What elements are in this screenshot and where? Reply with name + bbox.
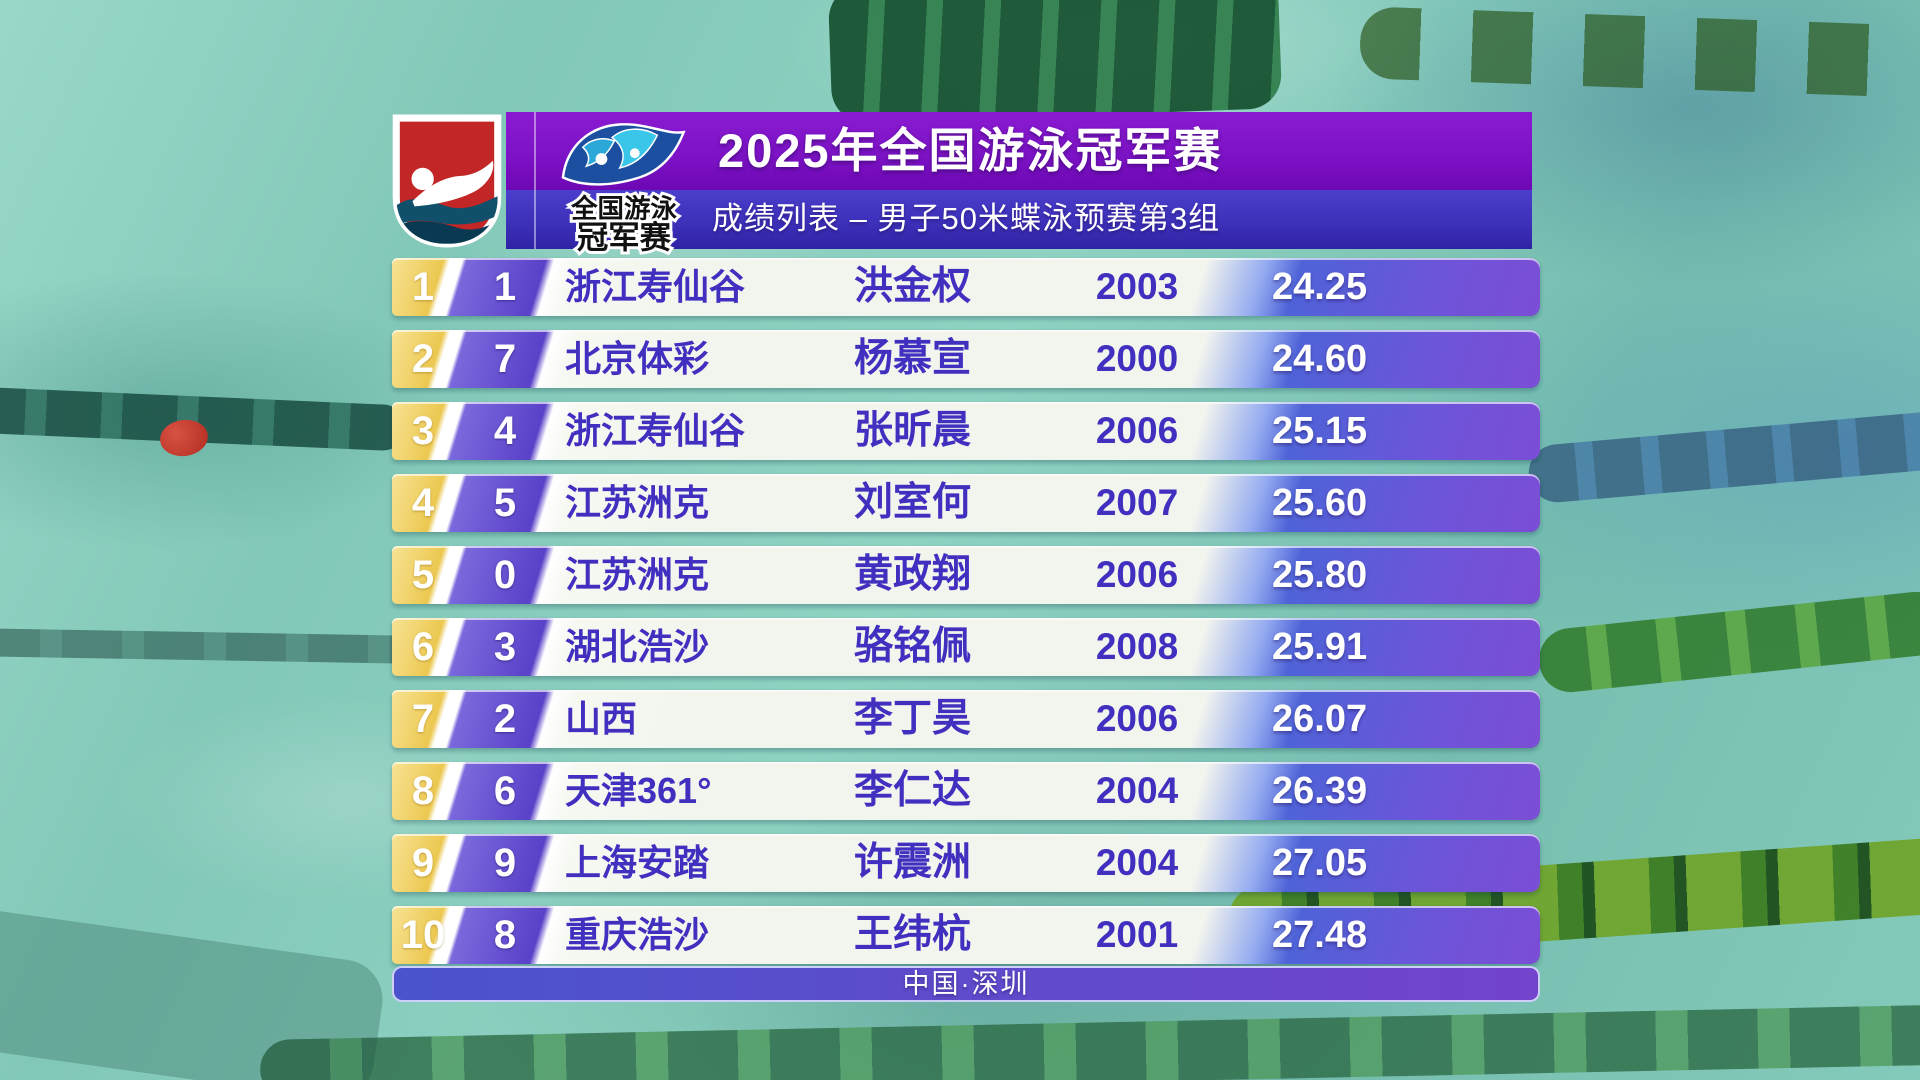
- result-time: 24.60: [1272, 338, 1368, 380]
- lane-value: 1: [493, 265, 517, 309]
- team-name: 重庆浩沙: [565, 914, 710, 955]
- header: [506, 112, 1532, 249]
- rank-value: 8: [411, 769, 435, 813]
- athlete-name: 李丁昊: [854, 697, 972, 740]
- event-logo: 全国游泳 冠军赛: [548, 114, 700, 258]
- team-name: 浙江寿仙谷: [565, 266, 746, 307]
- wave-icon: 全国游泳 冠军赛: [561, 123, 686, 258]
- team-name: 天津361°: [565, 770, 712, 811]
- athlete-name: 许震洲: [854, 841, 972, 884]
- result-row: 2 7 北京体彩 杨慕宣 2000 24.60: [392, 330, 1540, 388]
- subtitle-bar: [506, 190, 1532, 249]
- results-list: 1 1 浙江寿仙谷 洪金权 2003 24.25 2 7 北京体彩 杨慕宣 20…: [392, 258, 1540, 978]
- team-name: 浙江寿仙谷: [565, 410, 746, 451]
- rank-value: 1: [411, 265, 435, 309]
- team-name: 湖北浩沙: [565, 626, 710, 667]
- lane-value: 0: [493, 553, 517, 597]
- result-time: 25.60: [1272, 482, 1368, 524]
- athlete-name: 王纬杭: [854, 913, 972, 956]
- result-row: 1 1 浙江寿仙谷 洪金权 2003 24.25: [392, 258, 1540, 316]
- lane-value: 5: [493, 481, 517, 525]
- result-row: 4 5 江苏洲克 刘室何 2007 25.60: [392, 474, 1540, 532]
- result-row: 10 8 重庆浩沙 王纬杭 2001 27.48: [392, 906, 1540, 964]
- birth-year: 2001: [1095, 914, 1179, 955]
- team-name: 北京体彩: [565, 338, 710, 379]
- header-divider: [534, 112, 536, 249]
- swimmer-crest-icon: [392, 114, 502, 248]
- athlete-name: 骆铭佩: [854, 625, 972, 668]
- athlete-name: 刘室何: [854, 481, 972, 524]
- rank-value: 4: [411, 481, 435, 525]
- team-name: 上海安踏: [565, 842, 710, 883]
- rank-value: 9: [411, 841, 435, 885]
- rank-value: 6: [411, 625, 435, 669]
- athlete-name: 黄政翔: [854, 553, 972, 596]
- athlete-name: 李仁达: [854, 769, 972, 812]
- result-time: 27.48: [1272, 914, 1368, 956]
- result-row: 5 0 江苏洲克 黄政翔 2006 25.80: [392, 546, 1540, 604]
- rank-value: 2: [411, 337, 435, 381]
- result-row: 7 2 山西 李丁昊 2006 26.07: [392, 690, 1540, 748]
- result-row: 9 9 上海安踏 许震洲 2004 27.05: [392, 834, 1540, 892]
- lane-value: 9: [493, 841, 517, 885]
- rank-value: 10: [400, 913, 446, 957]
- rank-value: 3: [411, 409, 435, 453]
- result-time: 26.07: [1272, 698, 1368, 740]
- page-title: 2025年全国游泳冠军赛: [718, 124, 1223, 177]
- birth-year: 2006: [1095, 410, 1179, 451]
- event-logo-text-line2: 冠军赛: [577, 220, 672, 255]
- birth-year: 2004: [1095, 770, 1179, 811]
- birth-year: 2003: [1095, 266, 1179, 307]
- lane-value: 8: [493, 913, 517, 957]
- lane-value: 3: [493, 625, 517, 669]
- birth-year: 2006: [1095, 698, 1179, 739]
- event-logo-text-line1: 全国游泳: [570, 194, 677, 224]
- lane-value: 2: [493, 697, 517, 741]
- birth-year: 2007: [1095, 482, 1179, 523]
- team-name: 江苏洲克: [565, 482, 710, 523]
- title-bar: [506, 112, 1532, 190]
- team-name: 江苏洲克: [565, 554, 710, 595]
- athlete-name: 杨慕宣: [854, 337, 972, 380]
- rank-value: 5: [411, 553, 435, 597]
- birth-year: 2004: [1095, 842, 1179, 883]
- page-subtitle: 成绩列表 – 男子50米蝶泳预赛第3组: [712, 201, 1221, 236]
- team-name: 山西: [565, 698, 638, 739]
- result-row: 3 4 浙江寿仙谷 张昕晨 2006 25.15: [392, 402, 1540, 460]
- result-time: 24.25: [1272, 266, 1368, 308]
- lane-rope: [827, 0, 1283, 124]
- athlete-name: 洪金权: [854, 265, 972, 308]
- result-time: 25.15: [1272, 410, 1368, 452]
- result-row: 6 3 湖北浩沙 骆铭佩 2008 25.91: [392, 618, 1540, 676]
- birth-year: 2006: [1095, 554, 1179, 595]
- location-bar: 中国·深圳: [392, 966, 1540, 1002]
- federation-logo: [388, 112, 506, 250]
- lane-value: 6: [493, 769, 517, 813]
- athlete-name: 张昕晨: [854, 409, 972, 452]
- rank-value: 7: [411, 697, 435, 741]
- birth-year: 2008: [1095, 626, 1179, 667]
- lane-value: 7: [493, 337, 517, 381]
- result-time: 27.05: [1272, 842, 1368, 884]
- result-time: 25.80: [1272, 554, 1368, 596]
- result-time: 26.39: [1272, 770, 1368, 812]
- result-time: 25.91: [1272, 626, 1368, 668]
- birth-year: 2000: [1095, 338, 1179, 379]
- lane-value: 4: [493, 409, 517, 453]
- result-row: 8 6 天津361° 李仁达 2004 26.39: [392, 762, 1540, 820]
